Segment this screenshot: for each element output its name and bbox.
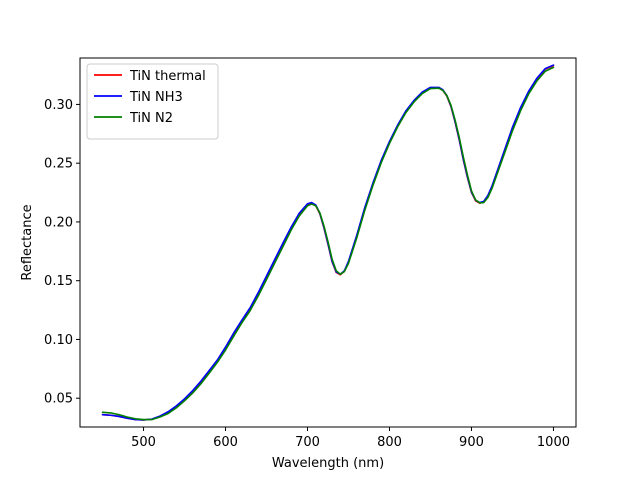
x-tick-label: 700 [295, 435, 320, 450]
y-tick-label: 0.25 [44, 157, 73, 172]
y-axis-ticks: 0.05 0.10 0.15 0.20 0.25 0.30 [44, 98, 80, 407]
legend-label: TiN N2 [129, 111, 173, 126]
series-line-3 [101, 66, 555, 421]
x-tick-label: 800 [377, 435, 402, 450]
y-tick-label: 0.20 [44, 215, 73, 230]
x-axis-label: Wavelength (nm) [272, 456, 384, 471]
legend-label: TiN NH3 [129, 90, 183, 105]
x-tick-label: 600 [213, 435, 238, 450]
legend-label: TiN thermal [129, 69, 206, 84]
plot-area-frame [79, 57, 577, 428]
x-tick-label: 1000 [537, 435, 570, 450]
legend: TiN thermal TiN NH3 TiN N2 [86, 63, 219, 140]
y-tick-label: 0.15 [44, 274, 73, 289]
y-axis-label: Reflectance [20, 204, 35, 280]
x-tick-label: 500 [131, 435, 156, 450]
series-layer [101, 64, 555, 421]
y-tick-label: 0.05 [44, 392, 73, 407]
x-tick-label: 900 [459, 435, 484, 450]
legend-box [86, 63, 219, 140]
y-tick-label: 0.10 [44, 333, 73, 348]
x-axis-ticks: 500 600 700 800 900 1000 [131, 427, 570, 450]
y-tick-label: 0.30 [44, 98, 73, 113]
